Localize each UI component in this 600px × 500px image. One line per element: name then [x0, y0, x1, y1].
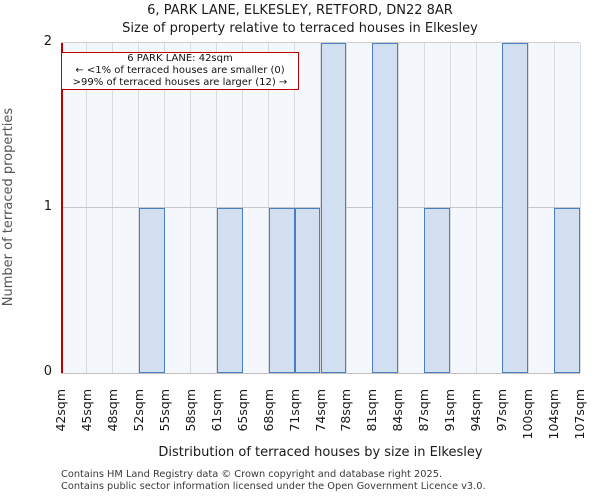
vertical-gridline: [449, 43, 451, 373]
y-tick-2: 2: [43, 34, 52, 49]
x-tick-94sqm: 94sqm: [468, 389, 484, 432]
histogram-bar-74sqm: [320, 43, 347, 373]
x-tick-58sqm: 58sqm: [182, 389, 198, 432]
histogram-bar-68sqm: [268, 208, 295, 373]
vertical-gridline: [242, 43, 244, 373]
subject-property-callout: 6 PARK LANE: 42sqm ← <1% of terraced hou…: [61, 52, 299, 90]
x-tick-107sqm: 107sqm: [572, 389, 587, 440]
histogram-bar-52sqm: [138, 208, 165, 373]
x-tick-42sqm: 42sqm: [53, 389, 68, 432]
y-tick-1: 1: [43, 199, 52, 214]
histogram-bar-81sqm: [372, 43, 399, 373]
plot-area: 6 PARK LANE: 42sqm ← <1% of terraced hou…: [61, 42, 581, 374]
subject-property-marker-line: [61, 43, 63, 373]
histogram-bar-97sqm: [502, 43, 529, 373]
histogram-bar-71sqm: [294, 208, 321, 373]
histogram-bar-61sqm: [216, 208, 243, 373]
chart-title: 6, PARK LANE, ELKESLEY, RETFORD, DN22 8A…: [147, 3, 453, 18]
chart-subtitle: Size of property relative to terraced ho…: [122, 21, 478, 36]
vertical-gridline: [579, 43, 581, 373]
attribution-line-1: Contains HM Land Registry data © Crown c…: [61, 469, 443, 480]
x-tick-48sqm: 48sqm: [104, 389, 120, 432]
vertical-gridline: [86, 43, 88, 373]
x-tick-55sqm: 55sqm: [156, 389, 172, 432]
x-tick-68sqm: 68sqm: [260, 389, 276, 432]
y-tick-0: 0: [43, 364, 52, 379]
vertical-gridline: [164, 43, 166, 373]
attribution-line-2: Contains public sector information licen…: [61, 480, 486, 492]
callout-line-1: 6 PARK LANE: 42sqm: [127, 53, 233, 64]
x-tick-74sqm: 74sqm: [312, 389, 328, 432]
x-tick-78sqm: 78sqm: [338, 389, 354, 432]
x-tick-61sqm: 61sqm: [208, 389, 224, 432]
x-tick-65sqm: 65sqm: [234, 389, 250, 432]
attribution-footer: Contains HM Land Registry data © Crown c…: [61, 469, 486, 492]
y-axis-label: Number of terraced properties: [1, 107, 16, 307]
vertical-gridline: [397, 43, 399, 373]
x-tick-81sqm: 81sqm: [364, 389, 380, 432]
callout-line-3: >99% of terraced houses are larger (12) …: [72, 77, 288, 88]
histogram-bar-87sqm: [424, 208, 451, 373]
x-tick-71sqm: 71sqm: [286, 389, 302, 432]
vertical-gridline: [112, 43, 114, 373]
x-tick-91sqm: 91sqm: [442, 389, 458, 432]
x-tick-97sqm: 97sqm: [494, 389, 510, 432]
vertical-gridline: [475, 43, 477, 373]
x-tick-84sqm: 84sqm: [390, 389, 406, 432]
x-tick-104sqm: 104sqm: [546, 389, 562, 440]
vertical-gridline: [345, 43, 347, 373]
vertical-gridline: [527, 43, 529, 373]
x-tick-45sqm: 45sqm: [78, 389, 94, 432]
histogram-bar-104sqm: [554, 208, 580, 373]
vertical-gridline: [190, 43, 192, 373]
callout-line-2: ← <1% of terraced houses are smaller (0): [75, 65, 285, 76]
x-axis-title: Distribution of terraced houses by size …: [158, 445, 483, 460]
x-tick-100sqm: 100sqm: [520, 389, 536, 440]
x-tick-52sqm: 52sqm: [130, 389, 146, 432]
x-tick-87sqm: 87sqm: [416, 389, 432, 432]
